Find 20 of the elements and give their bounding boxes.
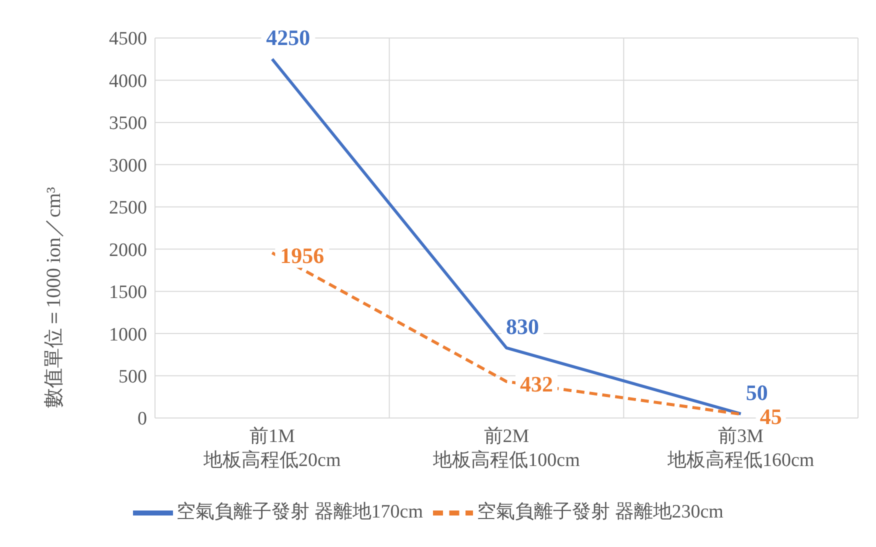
y-tick-label: 500 bbox=[118, 366, 147, 388]
legend-label: 空氣負離子發射 器離地170cm bbox=[176, 501, 423, 522]
data-label: 432 bbox=[520, 372, 553, 397]
y-tick-label: 3500 bbox=[109, 113, 147, 134]
y-tick-label: 2000 bbox=[109, 240, 147, 261]
x-tick-label: 前1M 地板高程低20cm bbox=[202, 426, 341, 471]
y-tick-label: 4000 bbox=[109, 70, 147, 92]
y-axis-title: 數值單位＝1000 ion／cm³ bbox=[43, 187, 66, 408]
y-tick-label: 2500 bbox=[109, 198, 147, 219]
y-tick-label: 0 bbox=[138, 408, 147, 430]
x-tick-label: 前2M 地板高程低100cm bbox=[432, 426, 580, 471]
data-label: 830 bbox=[506, 314, 539, 339]
data-label: 50 bbox=[746, 380, 768, 405]
y-tick-label: 3000 bbox=[109, 155, 147, 176]
data-label: 1956 bbox=[280, 242, 324, 268]
y-tick-label: 1000 bbox=[109, 324, 147, 346]
legend-label: 空氣負離子發射 器離地230cm bbox=[477, 501, 724, 522]
data-label: 4250 bbox=[266, 25, 310, 50]
y-tick-label: 1500 bbox=[109, 282, 147, 304]
y-tick-label: 4500 bbox=[109, 28, 147, 50]
